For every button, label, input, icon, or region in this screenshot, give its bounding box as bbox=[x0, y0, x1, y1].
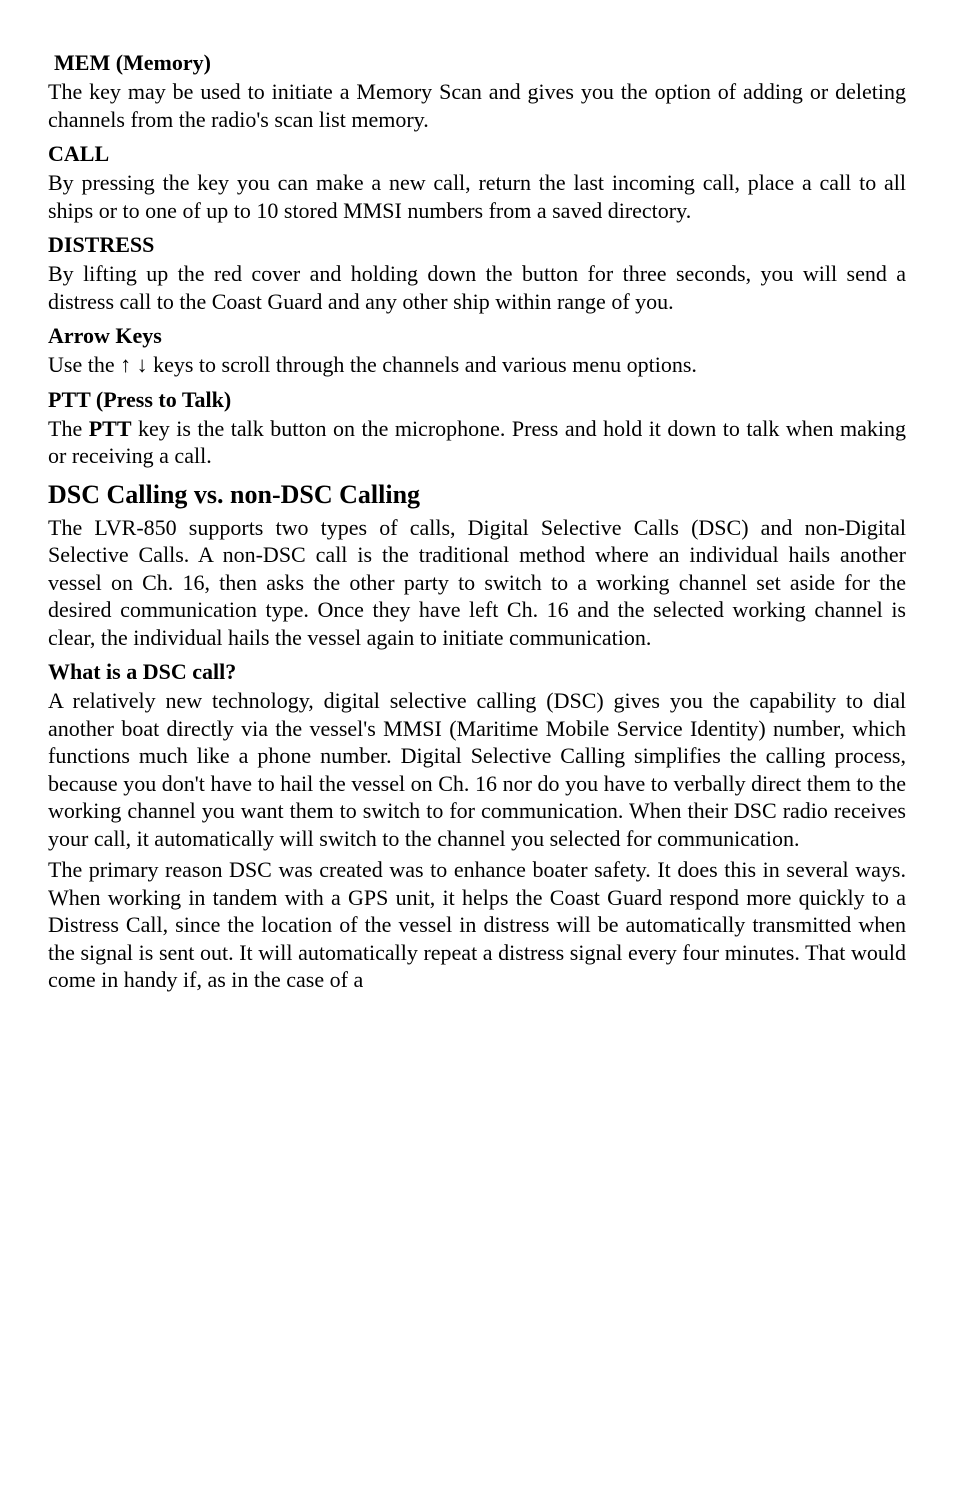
para-mem: The key may be used to initiate a Memory… bbox=[48, 78, 906, 133]
heading-call: CALL bbox=[48, 141, 906, 167]
ptt-post: key is the talk button on the microphone… bbox=[48, 416, 906, 469]
para-arrow: Use the ↑ ↓ keys to scroll through the c… bbox=[48, 351, 906, 379]
para-distress: By lifting up the red cover and holding … bbox=[48, 260, 906, 315]
para-what-is-2: The primary reason DSC was created was t… bbox=[48, 856, 906, 994]
para-ptt: The PTT key is the talk button on the mi… bbox=[48, 415, 906, 470]
para-what-is-1: A relatively new technology, digital sel… bbox=[48, 687, 906, 852]
heading-ptt: PTT (Press to Talk) bbox=[48, 387, 906, 413]
para-call: By pressing the key you can make a new c… bbox=[48, 169, 906, 224]
heading-what-is: What is a DSC call? bbox=[48, 659, 906, 685]
para-dsc-vs: The LVR-850 supports two types of calls,… bbox=[48, 514, 906, 652]
heading-dsc-vs: DSC Calling vs. non-DSC Calling bbox=[48, 480, 906, 510]
ptt-pre: The bbox=[48, 416, 89, 441]
heading-distress: DISTRESS bbox=[48, 232, 906, 258]
heading-mem: MEM (Memory) bbox=[54, 50, 906, 76]
heading-arrow: Arrow Keys bbox=[48, 323, 906, 349]
ptt-bold: PTT bbox=[89, 416, 132, 441]
